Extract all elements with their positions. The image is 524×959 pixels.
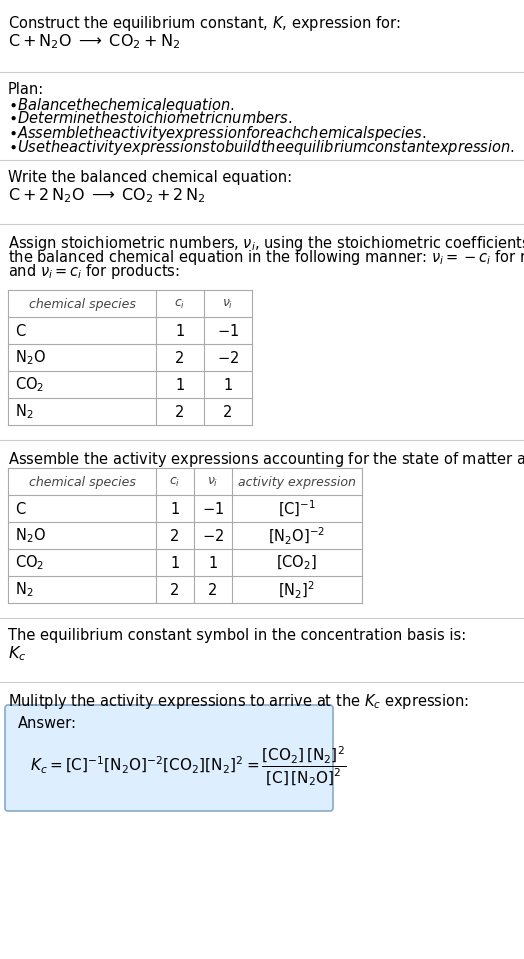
Text: $\bullet  Balance the chemical equation.$: $\bullet Balance the chemical equation.$ bbox=[8, 96, 235, 115]
Text: and $\nu_i = c_i$ for products:: and $\nu_i = c_i$ for products: bbox=[8, 262, 180, 281]
Text: The equilibrium constant symbol in the concentration basis is:: The equilibrium constant symbol in the c… bbox=[8, 628, 466, 643]
Text: $\nu_i$: $\nu_i$ bbox=[222, 297, 234, 311]
Text: Write the balanced chemical equation:: Write the balanced chemical equation: bbox=[8, 170, 292, 185]
Text: $\bullet  Assemble the activity expression for each chemical species.$: $\bullet Assemble the activity expressio… bbox=[8, 124, 426, 143]
Text: the balanced chemical equation in the following manner: $\nu_i = -c_i$ for react: the balanced chemical equation in the fo… bbox=[8, 248, 524, 267]
Text: $\bullet  Determine the stoichiometric numbers.$: $\bullet Determine the stoichiometric nu… bbox=[8, 110, 292, 126]
Text: 2: 2 bbox=[170, 528, 180, 544]
Text: 1: 1 bbox=[176, 323, 184, 339]
Text: 2: 2 bbox=[176, 405, 184, 419]
Text: $\mathrm{C + N_2O \;\longrightarrow\; CO_2 + N_2}$: $\mathrm{C + N_2O \;\longrightarrow\; CO… bbox=[8, 32, 180, 51]
Text: $[\mathrm{N_2}]^2$: $[\mathrm{N_2}]^2$ bbox=[278, 579, 315, 600]
Text: $\mathrm{C + 2\,N_2O \;\longrightarrow\; CO_2 + 2\,N_2}$: $\mathrm{C + 2\,N_2O \;\longrightarrow\;… bbox=[8, 186, 206, 204]
Text: $\mathrm{N_2}$: $\mathrm{N_2}$ bbox=[15, 581, 34, 599]
Text: 2: 2 bbox=[223, 405, 233, 419]
Text: 2: 2 bbox=[209, 582, 217, 597]
Text: $-1$: $-1$ bbox=[217, 323, 239, 339]
Text: Construct the equilibrium constant, $K$, expression for:: Construct the equilibrium constant, $K$,… bbox=[8, 14, 401, 33]
Text: 1: 1 bbox=[170, 502, 180, 517]
Text: Assemble the activity expressions accounting for the state of matter and $\nu_i$: Assemble the activity expressions accoun… bbox=[8, 450, 524, 469]
Text: $\mathrm{N_2O}$: $\mathrm{N_2O}$ bbox=[15, 526, 46, 546]
Text: $\mathrm{CO_2}$: $\mathrm{CO_2}$ bbox=[15, 376, 44, 394]
Text: $c_i$: $c_i$ bbox=[174, 297, 185, 311]
Text: $\mathrm{N_2}$: $\mathrm{N_2}$ bbox=[15, 403, 34, 421]
Text: $-2$: $-2$ bbox=[202, 528, 224, 544]
Text: 1: 1 bbox=[176, 378, 184, 392]
Text: $K_c$: $K_c$ bbox=[8, 644, 26, 663]
Text: $\bullet  Use the activity expressions to build the equilibrium constant express: $\bullet Use the activity expressions to… bbox=[8, 138, 515, 157]
Text: 1: 1 bbox=[209, 555, 217, 571]
Text: Assign stoichiometric numbers, $\nu_i$, using the stoichiometric coefficients, $: Assign stoichiometric numbers, $\nu_i$, … bbox=[8, 234, 524, 253]
Text: $[\mathrm{N_2O}]^{-2}$: $[\mathrm{N_2O}]^{-2}$ bbox=[268, 526, 325, 547]
Text: 1: 1 bbox=[170, 555, 180, 571]
Text: $K_c = [\mathrm{C}]^{-1} [\mathrm{N_2O}]^{-2} [\mathrm{CO_2}] [\mathrm{N_2}]^2 =: $K_c = [\mathrm{C}]^{-1} [\mathrm{N_2O}]… bbox=[30, 744, 346, 787]
Text: chemical species: chemical species bbox=[29, 297, 135, 311]
Text: $c_i$: $c_i$ bbox=[169, 476, 181, 488]
Text: C: C bbox=[15, 323, 25, 339]
Text: C: C bbox=[15, 502, 25, 517]
Text: $[\mathrm{C}]^{-1}$: $[\mathrm{C}]^{-1}$ bbox=[278, 499, 316, 519]
Text: Answer:: Answer: bbox=[18, 716, 77, 731]
Text: $\mathrm{CO_2}$: $\mathrm{CO_2}$ bbox=[15, 553, 44, 573]
Text: $-2$: $-2$ bbox=[217, 350, 239, 366]
Text: $-1$: $-1$ bbox=[202, 501, 224, 517]
Text: chemical species: chemical species bbox=[29, 476, 135, 488]
Text: 1: 1 bbox=[223, 378, 233, 392]
Text: Plan:: Plan: bbox=[8, 82, 44, 97]
Text: $[\mathrm{CO_2}]$: $[\mathrm{CO_2}]$ bbox=[277, 554, 318, 573]
Text: $\nu_i$: $\nu_i$ bbox=[208, 476, 219, 488]
Text: 2: 2 bbox=[176, 351, 184, 365]
FancyBboxPatch shape bbox=[5, 705, 333, 811]
Text: Mulitply the activity expressions to arrive at the $K_c$ expression:: Mulitply the activity expressions to arr… bbox=[8, 692, 469, 711]
Text: 2: 2 bbox=[170, 582, 180, 597]
Text: activity expression: activity expression bbox=[238, 476, 356, 488]
Text: $\mathrm{N_2O}$: $\mathrm{N_2O}$ bbox=[15, 349, 46, 367]
